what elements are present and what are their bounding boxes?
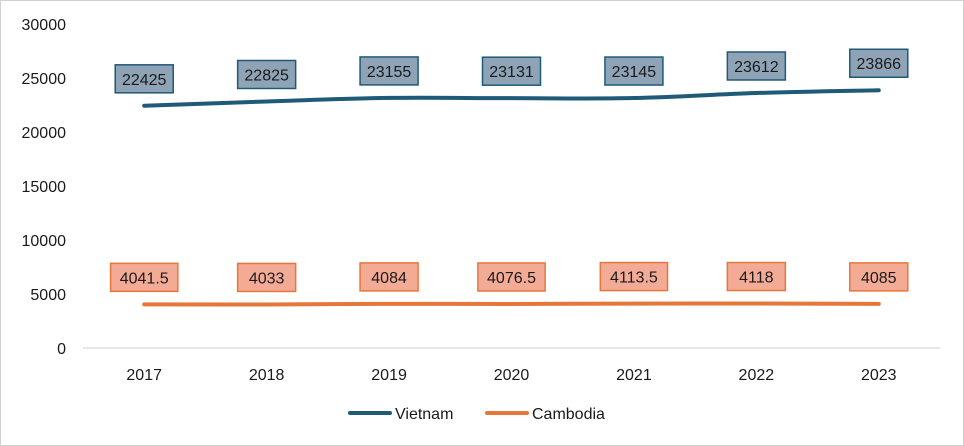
data-label-cambodia: 4084 [359, 262, 419, 292]
y-tick-label: 15000 [22, 179, 67, 196]
data-label-vietnam: 23131 [481, 56, 542, 86]
data-label-vietnam: 23155 [359, 56, 419, 86]
x-tick-label: 2018 [249, 367, 285, 384]
data-label-text: 22825 [244, 67, 289, 84]
data-label-cambodia: 4033 [236, 262, 297, 293]
data-label-box [726, 51, 787, 81]
x-tick-label: 2020 [494, 367, 530, 384]
legend-item-cambodia: Cambodia [485, 406, 605, 423]
data-label-vietnam: 23612 [726, 51, 787, 81]
y-tick-label: 0 [57, 341, 66, 358]
legend-label: Vietnam [395, 406, 453, 423]
data-label-box [236, 59, 297, 90]
legend: Vietnam Cambodia [348, 406, 605, 423]
x-axis-ticks: 2017 2018 2019 2020 2021 2022 2023 [126, 367, 896, 384]
data-label-text: 4041.5 [120, 270, 169, 287]
data-label-cambodia: 4113.5 [599, 261, 669, 292]
data-label-vietnam: 23866 [849, 48, 909, 78]
x-tick-label: 2019 [371, 367, 407, 384]
data-label-box [477, 262, 546, 292]
data-label-box [849, 262, 909, 292]
data-label-text: 23155 [367, 64, 412, 81]
data-label-text: 23145 [612, 64, 657, 81]
data-label-text: 4085 [861, 270, 897, 287]
data-label-text: 4118 [739, 270, 774, 287]
data-label-text: 22425 [122, 72, 167, 89]
data-label-box [599, 261, 669, 292]
data-label-box [236, 262, 297, 293]
legend-item-vietnam: Vietnam [348, 406, 453, 423]
legend-label: Cambodia [532, 406, 605, 423]
data-label-vietnam: 22825 [236, 59, 297, 90]
data-labels: 22425 22825 23155 23131 23145 23612 23866 4041.… [109, 48, 909, 293]
data-label-vietnam: 22425 [114, 64, 174, 94]
data-label-text: 4076.5 [487, 270, 536, 287]
data-label-text: 23612 [734, 59, 779, 76]
data-label-box [726, 261, 787, 292]
y-tick-label: 25000 [22, 71, 67, 88]
series-line-cambodia [142, 301, 881, 307]
x-tick-label: 2022 [739, 367, 775, 384]
y-tick-label: 5000 [30, 287, 66, 304]
data-label-text: 4084 [371, 270, 407, 287]
data-label-box [114, 64, 174, 94]
data-label-box [109, 262, 179, 293]
y-tick-label: 10000 [22, 233, 67, 250]
data-label-text: 23866 [857, 56, 902, 73]
data-label-cambodia: 4076.5 [477, 262, 546, 292]
series-line-vietnam [142, 88, 881, 108]
data-label-cambodia: 4041.5 [109, 262, 179, 293]
data-label-vietnam: 23145 [604, 56, 664, 86]
y-tick-label: 30000 [22, 17, 67, 34]
y-axis-ticks: 0 5000 10000 15000 20000 25000 30000 [22, 17, 67, 358]
data-label-box [359, 262, 419, 292]
x-tick-label: 2023 [861, 367, 897, 384]
data-label-text: 4033 [249, 270, 285, 287]
data-label-box [359, 56, 419, 86]
data-label-text: 4113.5 [610, 270, 658, 287]
data-label-box [481, 56, 542, 86]
data-label-box [604, 56, 664, 86]
data-label-text: 23131 [489, 64, 534, 81]
series-lines [142, 88, 881, 307]
data-label-cambodia: 4085 [849, 262, 909, 292]
x-tick-label: 2021 [616, 367, 652, 384]
data-label-cambodia: 4118 [726, 261, 787, 292]
y-tick-label: 20000 [22, 125, 67, 142]
x-tick-label: 2017 [126, 367, 162, 384]
data-label-box [849, 48, 909, 78]
